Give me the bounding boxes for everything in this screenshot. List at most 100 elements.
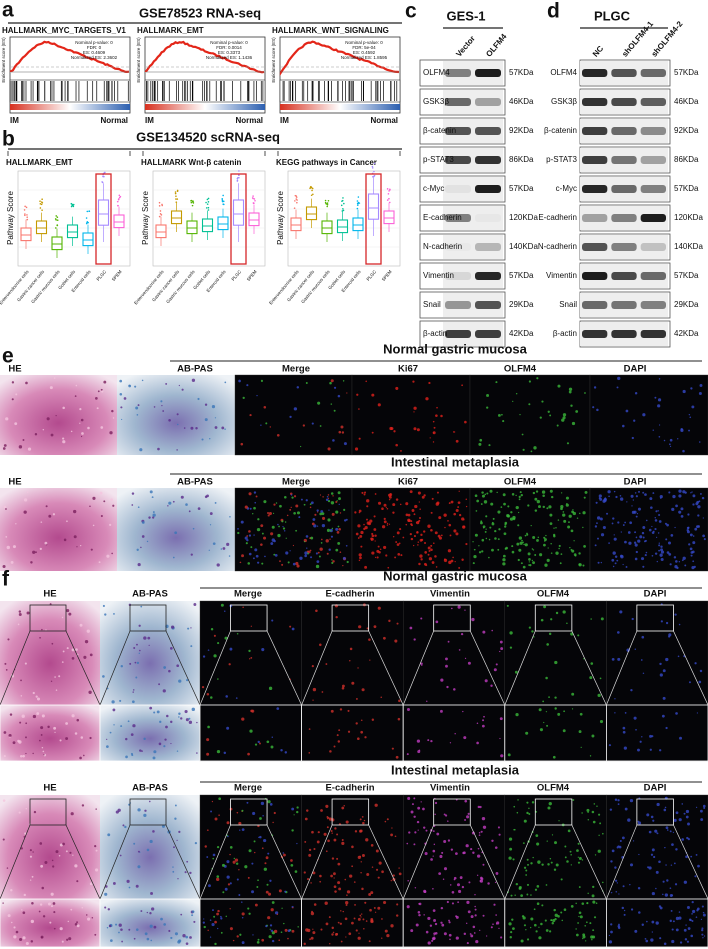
signal — [629, 863, 634, 867]
signal — [66, 647, 69, 650]
rule — [0, 824, 31, 900]
signal — [223, 751, 227, 755]
signal — [661, 714, 665, 718]
signal — [554, 707, 557, 710]
signal — [433, 919, 437, 922]
signal — [608, 934, 611, 937]
outlier — [190, 199, 192, 202]
signal — [609, 808, 613, 811]
signal — [316, 509, 319, 512]
signal — [340, 940, 343, 943]
signal — [591, 894, 595, 898]
signal — [191, 914, 194, 917]
signal — [394, 639, 398, 643]
column-label: HE — [8, 364, 21, 375]
signal — [353, 881, 356, 883]
signal — [218, 797, 222, 801]
signal — [259, 742, 261, 745]
signal — [698, 680, 702, 684]
signal — [104, 892, 108, 896]
signal — [284, 751, 288, 754]
hit-area — [279, 79, 401, 103]
protein-label: c-Myc — [556, 184, 577, 193]
signal — [600, 533, 605, 537]
signal — [233, 857, 236, 860]
fluorescence-image — [403, 600, 506, 706]
signal — [701, 496, 705, 500]
signal — [32, 752, 34, 755]
signal — [494, 846, 498, 849]
signal — [571, 421, 576, 426]
rule — [673, 630, 708, 706]
signal — [267, 800, 271, 804]
signal — [143, 813, 147, 817]
signal — [608, 542, 610, 544]
signal — [40, 935, 44, 939]
signal — [665, 726, 668, 730]
outlier — [160, 214, 163, 216]
panel-title: GSE78523 RNA-seq — [139, 5, 261, 20]
signal — [271, 619, 274, 622]
column-label: Merge — [282, 477, 310, 488]
signal — [237, 531, 240, 535]
signal — [480, 830, 483, 833]
outlier — [311, 189, 313, 192]
signal — [597, 537, 599, 540]
signal — [672, 920, 675, 923]
signal — [630, 689, 633, 692]
signal — [358, 932, 360, 934]
signal — [12, 545, 16, 549]
outlier — [175, 198, 177, 200]
signal — [263, 838, 267, 843]
signal — [271, 939, 275, 943]
signal — [188, 720, 193, 725]
size-label: 120KDa — [509, 213, 538, 222]
signal — [236, 878, 239, 881]
signal — [702, 534, 706, 538]
signal — [346, 560, 349, 564]
signal — [321, 524, 326, 528]
signal — [374, 556, 377, 558]
signal — [373, 528, 377, 531]
signal — [351, 865, 354, 868]
signal — [132, 691, 134, 693]
signal — [252, 811, 256, 816]
signal — [270, 929, 274, 933]
box — [186, 220, 198, 235]
signal — [118, 923, 122, 927]
zoom-box — [29, 604, 67, 632]
outlier — [41, 209, 43, 211]
signal — [582, 526, 584, 529]
signal — [454, 733, 456, 735]
signal — [358, 625, 362, 629]
signal — [328, 817, 333, 821]
signal — [206, 856, 209, 858]
signal — [245, 542, 248, 545]
box — [367, 193, 380, 220]
signal — [449, 534, 452, 537]
signal — [582, 564, 585, 567]
outlier — [117, 198, 120, 201]
signal — [395, 498, 399, 501]
signal — [337, 921, 340, 924]
signal — [76, 921, 78, 924]
signal — [80, 418, 84, 422]
signal — [578, 857, 582, 860]
signal — [249, 658, 251, 660]
signal — [358, 437, 361, 440]
signal — [579, 712, 583, 716]
signal — [542, 505, 546, 509]
panel-label: e — [2, 345, 14, 368]
signal — [19, 721, 22, 724]
signal — [43, 754, 45, 756]
signal — [176, 413, 179, 416]
box — [290, 217, 302, 232]
signal — [660, 545, 663, 548]
signal — [254, 743, 258, 746]
signal — [124, 825, 127, 829]
signal — [49, 386, 53, 390]
signal — [631, 617, 634, 621]
signal — [214, 942, 217, 946]
signal — [662, 669, 666, 673]
signal — [537, 536, 540, 539]
